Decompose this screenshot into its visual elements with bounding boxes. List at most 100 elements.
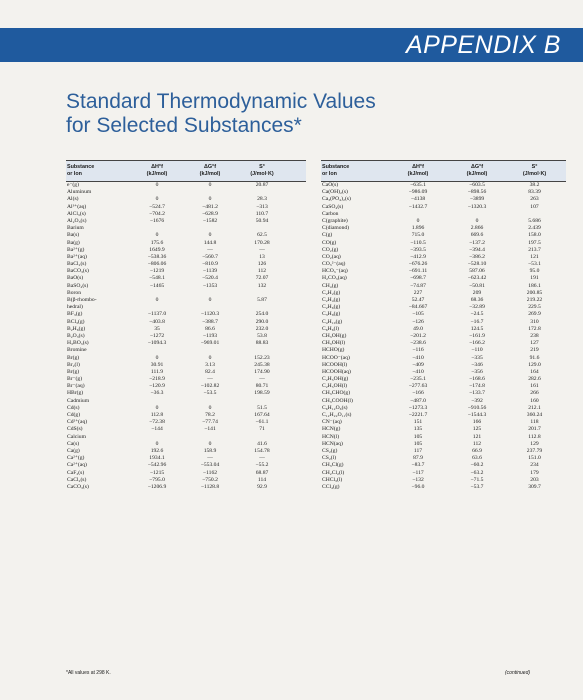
table-row: BaCl₂(s) −806.06 −810.9 126 bbox=[66, 261, 306, 268]
substance-cell: C(graphite) bbox=[322, 217, 348, 224]
dh-cell: 715.0 bbox=[411, 232, 425, 239]
dg-cell: −1120.3 bbox=[200, 311, 220, 318]
dg-cell bbox=[184, 225, 236, 232]
table-row: C₆H₁₂O₆(s) −1273.3 −910.56 212.1 bbox=[321, 405, 566, 412]
dh-cell: −548.1 bbox=[149, 275, 165, 282]
table-row: B₂H₆(g) 35 86.6 232.0 bbox=[66, 326, 306, 333]
substance-cell: BaCl₂(s) bbox=[67, 261, 87, 268]
substance-cell: BCl₃(g) bbox=[67, 318, 85, 325]
substance-cell: HBr(g) bbox=[67, 390, 84, 397]
substance-cell: CaCO₃(s) bbox=[67, 483, 89, 490]
s-cell bbox=[236, 189, 288, 196]
substance-cell: C₂H₆(g) bbox=[322, 304, 341, 311]
dg-cell: 669.6 bbox=[470, 232, 484, 239]
dh-cell: 0 bbox=[416, 217, 420, 224]
dh-cell: −1676 bbox=[149, 217, 165, 224]
dg-cell: −346 bbox=[471, 361, 483, 368]
substance-cell: BaO(s) bbox=[67, 275, 84, 282]
substance-cell: Al₂O₃(s) bbox=[67, 217, 87, 224]
s-cell: −61.1 bbox=[255, 419, 269, 426]
dg-cell: −168.6 bbox=[469, 376, 485, 383]
dh-cell: 112.8 bbox=[150, 412, 164, 418]
dh-cell: −403.8 bbox=[149, 318, 165, 325]
dg-cell: −394.4 bbox=[469, 246, 485, 253]
table-row: Bromine bbox=[66, 347, 306, 354]
substance-cell: CO₃²⁻(aq) bbox=[322, 261, 346, 268]
dh-cell: −1272 bbox=[149, 332, 165, 339]
substance-cell: Ca(OH)₂(s) bbox=[322, 189, 348, 196]
dg-cell: −161.9 bbox=[469, 332, 485, 339]
table-row: Ba(g) 175.6 144.8 170.28 bbox=[66, 240, 306, 247]
dh-cell: 117 bbox=[413, 447, 423, 454]
substance-cell: Br⁻(g) bbox=[67, 376, 83, 383]
table-row: C₂H₅OH(g) −235.1 −168.6 282.6 bbox=[321, 376, 566, 383]
header-s: S° (J/mol·K) bbox=[522, 164, 547, 177]
substance-cell: Al(s) bbox=[67, 196, 79, 203]
dh-cell: 0 bbox=[155, 440, 159, 447]
substance-cell: Br⁻(aq) bbox=[67, 383, 85, 390]
table-row: Calcium bbox=[66, 434, 306, 441]
substance-cell: HCHO(g) bbox=[322, 347, 345, 354]
s-cell: 266 bbox=[530, 390, 539, 397]
substance-cell: CH₃CHO(g) bbox=[322, 390, 351, 397]
table-row: CH₃CHO(g) −166 −133.7 266 bbox=[321, 390, 566, 397]
table-row: CS₂(g) 117 66.9 237.79 bbox=[321, 448, 566, 455]
table-row: hedral) bbox=[66, 304, 306, 311]
table-row: HCOO⁻(aq) −410 −335 91.6 bbox=[321, 355, 566, 362]
substance-cell: C₂H₅OH(l) bbox=[322, 383, 348, 390]
dg-cell: −392 bbox=[471, 397, 483, 404]
dh-cell: 0 bbox=[155, 196, 159, 203]
dh-cell: −235.1 bbox=[410, 376, 426, 383]
table-row: Ca₃(PO₄)₂(s) −4138 −3899 263 bbox=[321, 196, 566, 203]
dh-cell: 1649.9 bbox=[149, 246, 165, 253]
dg-cell: −560.7 bbox=[202, 253, 218, 260]
substance-cell: B₂H₆(g) bbox=[67, 325, 86, 332]
table-row: HCOOH(aq) −410 −356 164 bbox=[321, 369, 566, 376]
dg-cell: — bbox=[207, 376, 213, 383]
dh-cell: 192.6 bbox=[150, 447, 164, 454]
table-row: CaO(s) −635.1 −603.5 38.2 bbox=[321, 182, 566, 189]
substance-cell: BaSO₄(s) bbox=[67, 282, 89, 289]
dh-cell: 30.91 bbox=[150, 361, 164, 368]
table-row: CCl₄(g) −96.0 −53.7 309.7 bbox=[321, 484, 566, 491]
s-cell: 172.8 bbox=[528, 325, 541, 332]
table-row: CN⁻(aq) 151 166 118 bbox=[321, 419, 566, 426]
dg-cell: −1139 bbox=[202, 268, 218, 275]
s-cell: 110.7 bbox=[255, 210, 269, 217]
header-dg: ΔG°f (kJ/mol) bbox=[466, 164, 488, 177]
dh-cell: 105 bbox=[413, 440, 423, 447]
s-cell: 290.0 bbox=[255, 318, 269, 325]
dh-cell: −84.667 bbox=[408, 304, 428, 311]
s-cell: 51.5 bbox=[257, 404, 267, 411]
table-row: AlCl₃(s) −704.2 −628.9 110.7 bbox=[66, 211, 306, 218]
s-cell: 72.07 bbox=[255, 275, 269, 282]
s-cell: 310 bbox=[530, 318, 539, 325]
s-cell: 200.85 bbox=[526, 289, 543, 296]
dg-cell: 0 bbox=[208, 297, 212, 303]
dg-cell: −750.2 bbox=[202, 476, 218, 483]
dh-cell: −538.36 bbox=[147, 253, 167, 260]
table-row: C(graphite) 0 0 5.686 bbox=[321, 218, 566, 225]
dh-cell: −120.9 bbox=[149, 383, 165, 390]
table-row: B(β-rhombo- 0 0 5.87 bbox=[66, 297, 306, 304]
substance-cell: CH₃COOH(l) bbox=[322, 397, 353, 404]
dh-cell: −691.11 bbox=[408, 268, 428, 275]
dg-cell: −174.8 bbox=[469, 383, 485, 390]
substance-cell: Br(g) bbox=[67, 354, 80, 361]
s-cell: 112 bbox=[257, 268, 267, 275]
dh-cell: 0 bbox=[155, 354, 159, 361]
s-cell bbox=[236, 434, 288, 441]
s-cell: 5.686 bbox=[528, 217, 541, 224]
dg-cell: — bbox=[207, 455, 213, 462]
dg-cell bbox=[184, 347, 236, 354]
s-cell: 71 bbox=[259, 426, 265, 433]
dh-cell: −409 bbox=[412, 361, 424, 368]
substance-cell: CaCl₂(s) bbox=[67, 476, 87, 483]
s-cell: 234 bbox=[530, 462, 539, 469]
substance-cell: Cadmium bbox=[67, 397, 90, 404]
table-row: CH₄(g) −74.87 −50.81 186.1 bbox=[321, 283, 566, 290]
dh-cell: 0 bbox=[155, 232, 159, 239]
substance-cell: Ba²⁺(g) bbox=[67, 246, 85, 253]
thermo-table: Substance or Ion ΔH°f (kJ/mol) ΔG°f (kJ/mol… bbox=[66, 160, 566, 660]
dg-cell: −60.2 bbox=[470, 462, 484, 469]
